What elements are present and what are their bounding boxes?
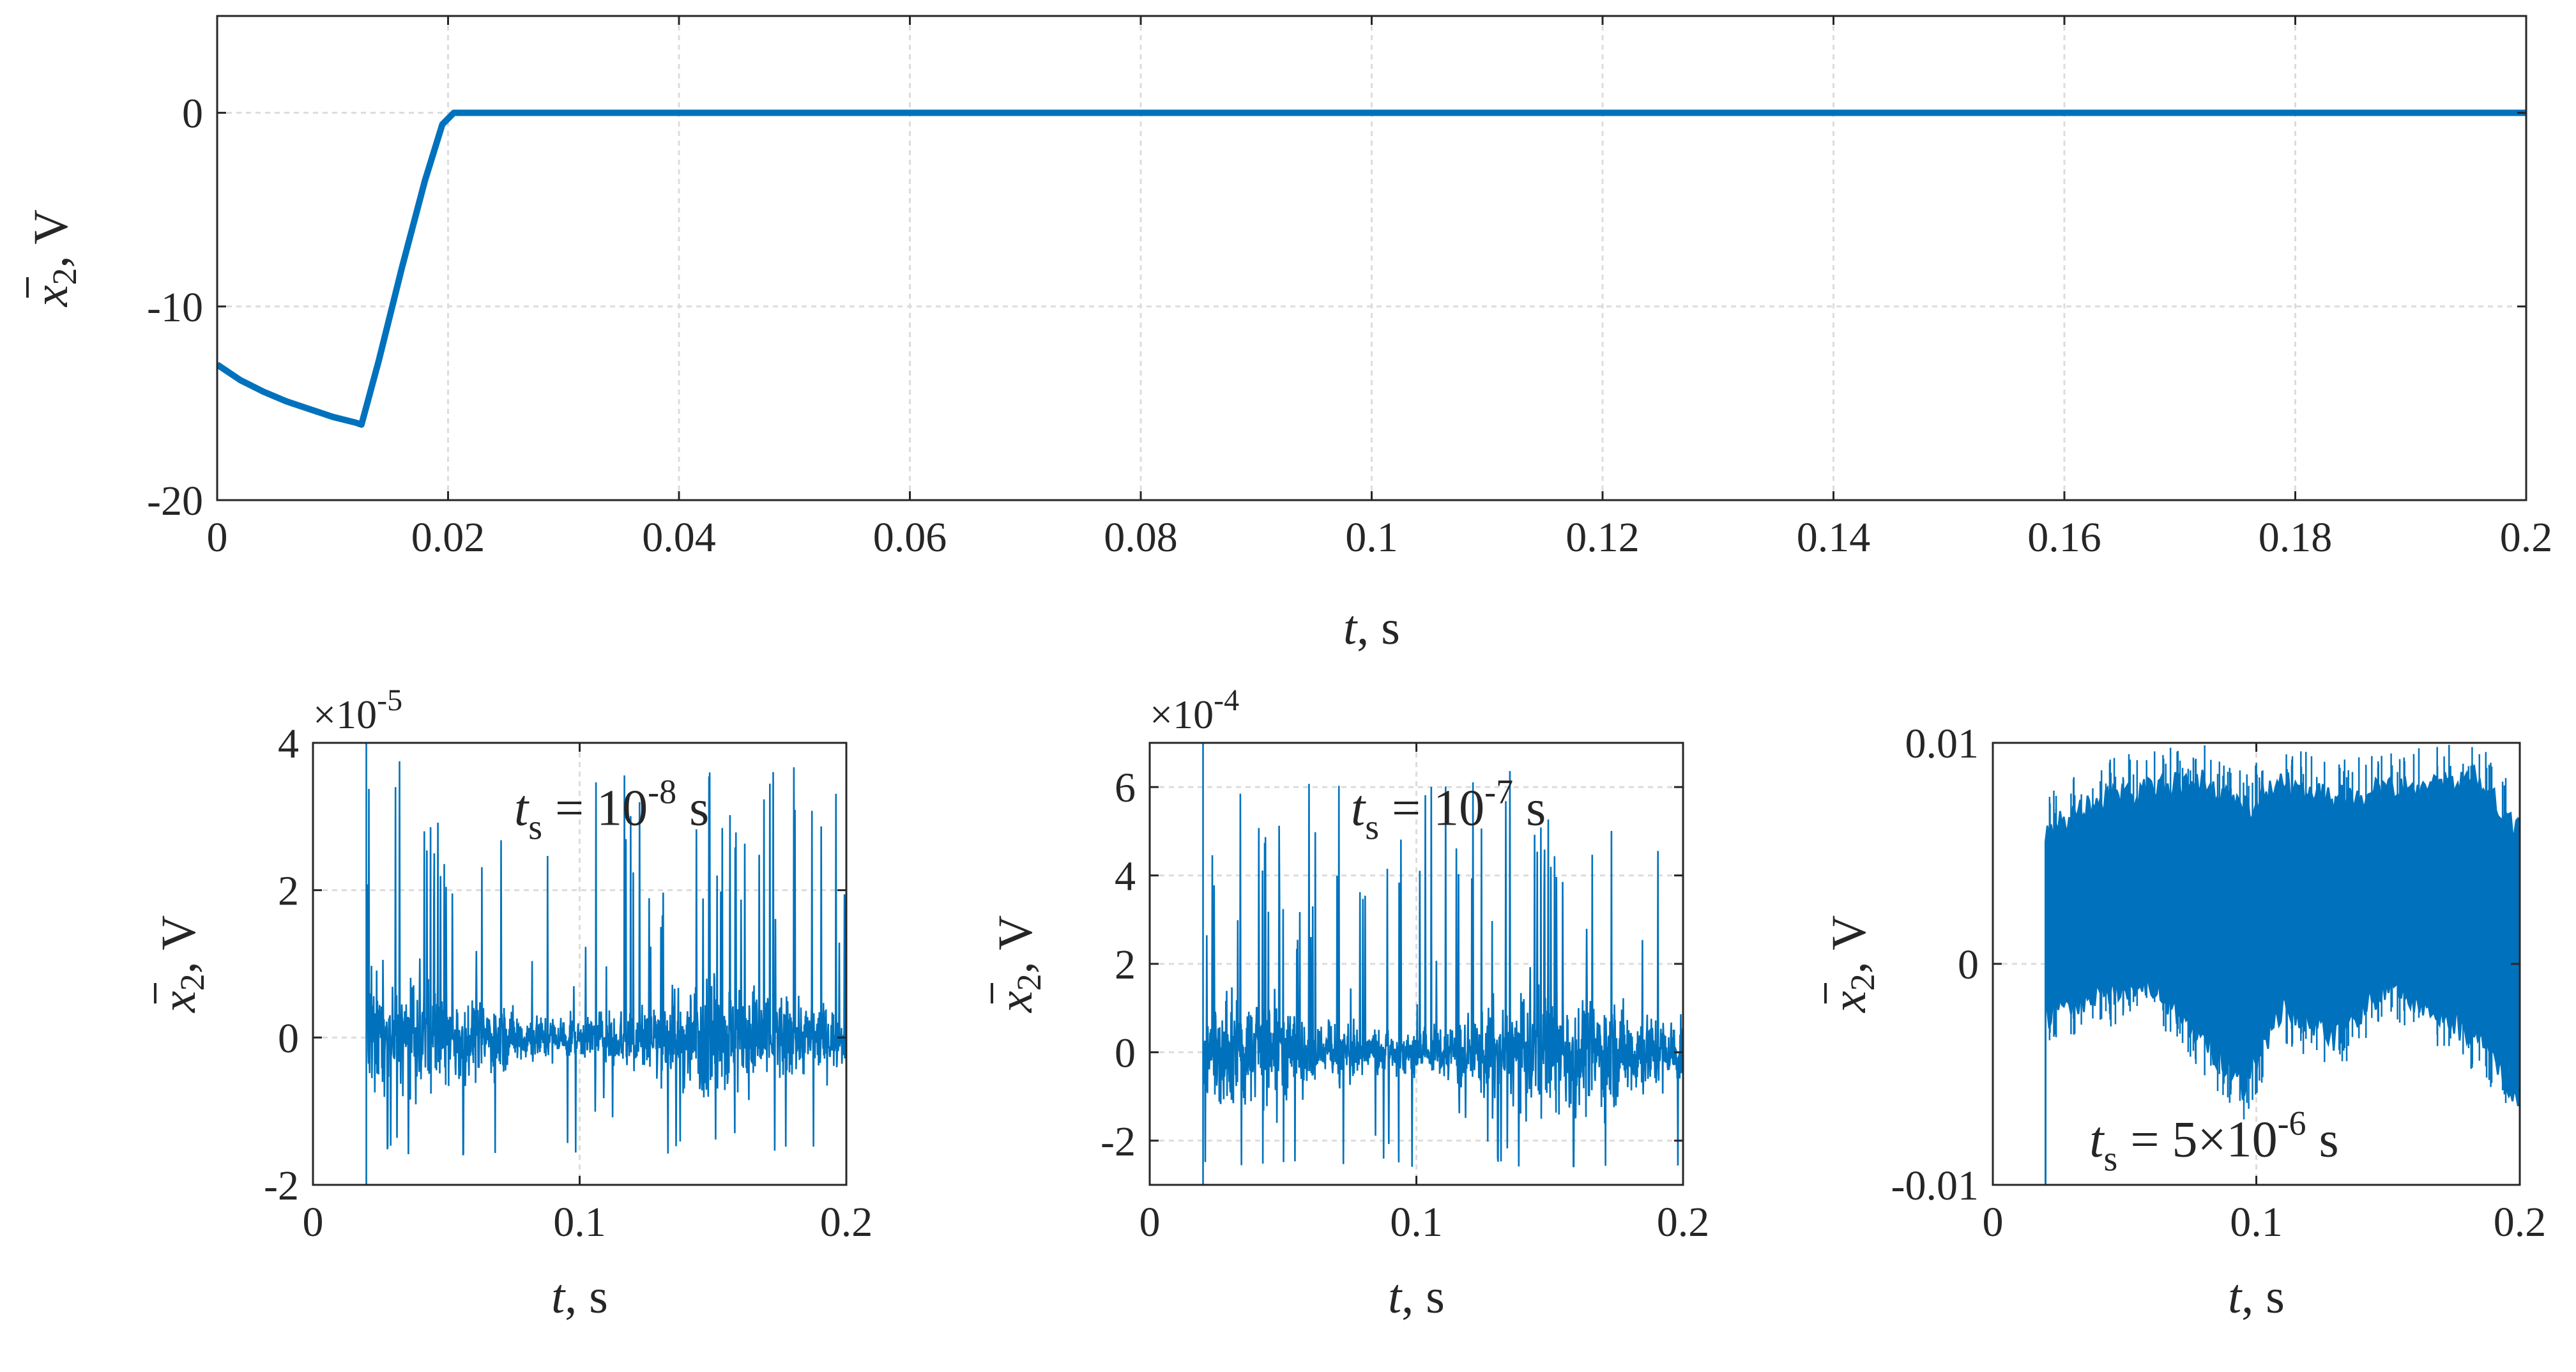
y-axis-label-text: x2, V <box>1822 915 1882 1013</box>
y-tick-label: 0.01 <box>1905 720 1979 767</box>
y-axis-label-text: x2, V <box>989 915 1048 1013</box>
y-tick-label: -2 <box>264 1162 299 1209</box>
x-tick-label: 0.2 <box>2500 514 2553 561</box>
x-tick-label: 0.16 <box>2027 514 2101 561</box>
x-tick-label: 0.08 <box>1104 514 1178 561</box>
y-axis-label-text: x2, V <box>24 210 84 307</box>
x-tick-label: 0 <box>1139 1199 1161 1246</box>
y-axis-label: x2, V <box>152 915 211 1013</box>
x-axis-label: t, s <box>1343 601 1400 655</box>
y-axis-label: x2, V <box>989 915 1048 1013</box>
y-tick-label: 0 <box>278 1015 299 1062</box>
x-tick-label: 0.1 <box>1390 1199 1443 1246</box>
x-tick-label: 0.06 <box>873 514 947 561</box>
y-axis-label: x2, V <box>1822 915 1882 1013</box>
exponent-label: ×10-5 <box>313 683 402 737</box>
y-tick-label: -10 <box>147 284 203 331</box>
sampling-time-annotation: ts = 5×10-6 s <box>2089 1104 2338 1178</box>
sampling-time-annotation: ts = 10-8 s <box>514 772 709 847</box>
x-tick-label: 0.2 <box>1657 1199 1710 1246</box>
x-tick-label: 0 <box>303 1199 324 1246</box>
exponent-label: ×10-4 <box>1150 683 1239 737</box>
y-tick-label: -20 <box>147 478 203 524</box>
y-tick-label: 4 <box>1115 853 1136 900</box>
series-line <box>217 109 2526 428</box>
y-axis-label: x2, V <box>24 210 84 307</box>
noise-signal <box>1202 743 1683 1185</box>
x-tick-label: 0.1 <box>1345 514 1398 561</box>
x-tick-label: 0.14 <box>1797 514 1871 561</box>
x-tick-label: 0 <box>207 514 228 561</box>
x-tick-label: 0.02 <box>411 514 485 561</box>
y-tick-label: 0 <box>182 91 203 137</box>
y-axis-label-text: x2, V <box>152 915 211 1013</box>
x-axis-label: t, s <box>1388 1270 1445 1323</box>
x-tick-label: 0.1 <box>553 1199 606 1246</box>
data-layer <box>1202 743 1683 1185</box>
data-layer <box>365 743 846 1185</box>
x-axis-label: t, s <box>2228 1270 2285 1323</box>
noise-signal <box>365 743 846 1185</box>
y-tick-label: 0 <box>1958 941 1979 988</box>
panel-top: 0 0.02 0.04 0.06 0.08 0.1 0.12 0.14 0.16 0.18 0.2 -… <box>24 15 2553 655</box>
y-tick-label: 6 <box>1115 765 1136 811</box>
y-tick-label: 2 <box>278 868 299 915</box>
x-tick-label: 0.12 <box>1566 514 1640 561</box>
x-tick-label: 0.04 <box>642 514 716 561</box>
x-tick-label: 0.2 <box>820 1199 873 1246</box>
y-tick-label: 0 <box>1115 1030 1136 1076</box>
data-layer <box>217 109 2526 428</box>
x-tick-label: 0 <box>1983 1199 2004 1246</box>
data-layer <box>2045 745 2520 1185</box>
y-tick-label: -0.01 <box>1891 1162 1979 1209</box>
x-tick-label: 0.1 <box>2230 1199 2283 1246</box>
x-tick-label: 0.2 <box>2494 1199 2547 1246</box>
x-tick-label: 0.18 <box>2259 514 2333 561</box>
y-tick-label: -2 <box>1101 1118 1136 1165</box>
y-tick-label: 4 <box>278 720 299 767</box>
y-tick-label: 2 <box>1115 941 1136 988</box>
sampling-time-annotation: ts = 10-7 s <box>1351 772 1546 847</box>
x-axis-label: t, s <box>551 1270 608 1323</box>
